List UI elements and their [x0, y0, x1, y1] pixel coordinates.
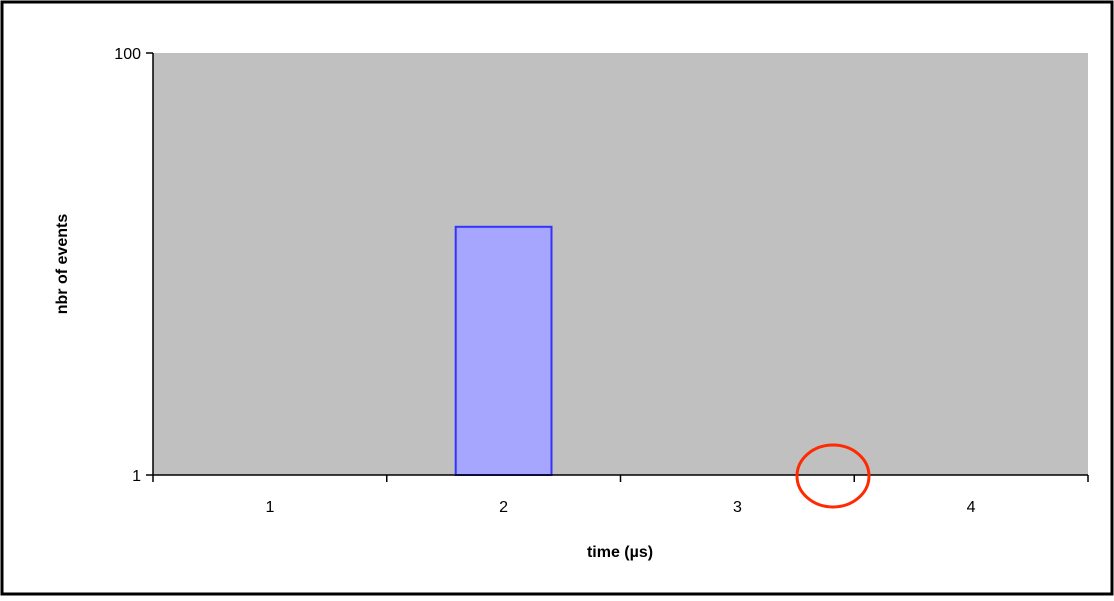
y-axis-title: nbr of events — [54, 214, 71, 315]
x-tick-label: 4 — [967, 499, 976, 516]
bars-group — [454, 225, 553, 476]
plot-area — [153, 53, 1088, 475]
y-tick-label: 100 — [114, 46, 141, 63]
ticks-group: 1 2 3 4 1 100 — [114, 46, 1089, 516]
y-tick-label: 1 — [132, 468, 141, 485]
bar-2 — [454, 225, 553, 476]
x-tick-label: 3 — [733, 499, 742, 516]
x-tick-label: 2 — [499, 499, 508, 516]
annotation-circle — [795, 443, 871, 509]
x-tick-label: 1 — [265, 499, 274, 516]
x-axis-title: time (µs) — [587, 544, 653, 561]
